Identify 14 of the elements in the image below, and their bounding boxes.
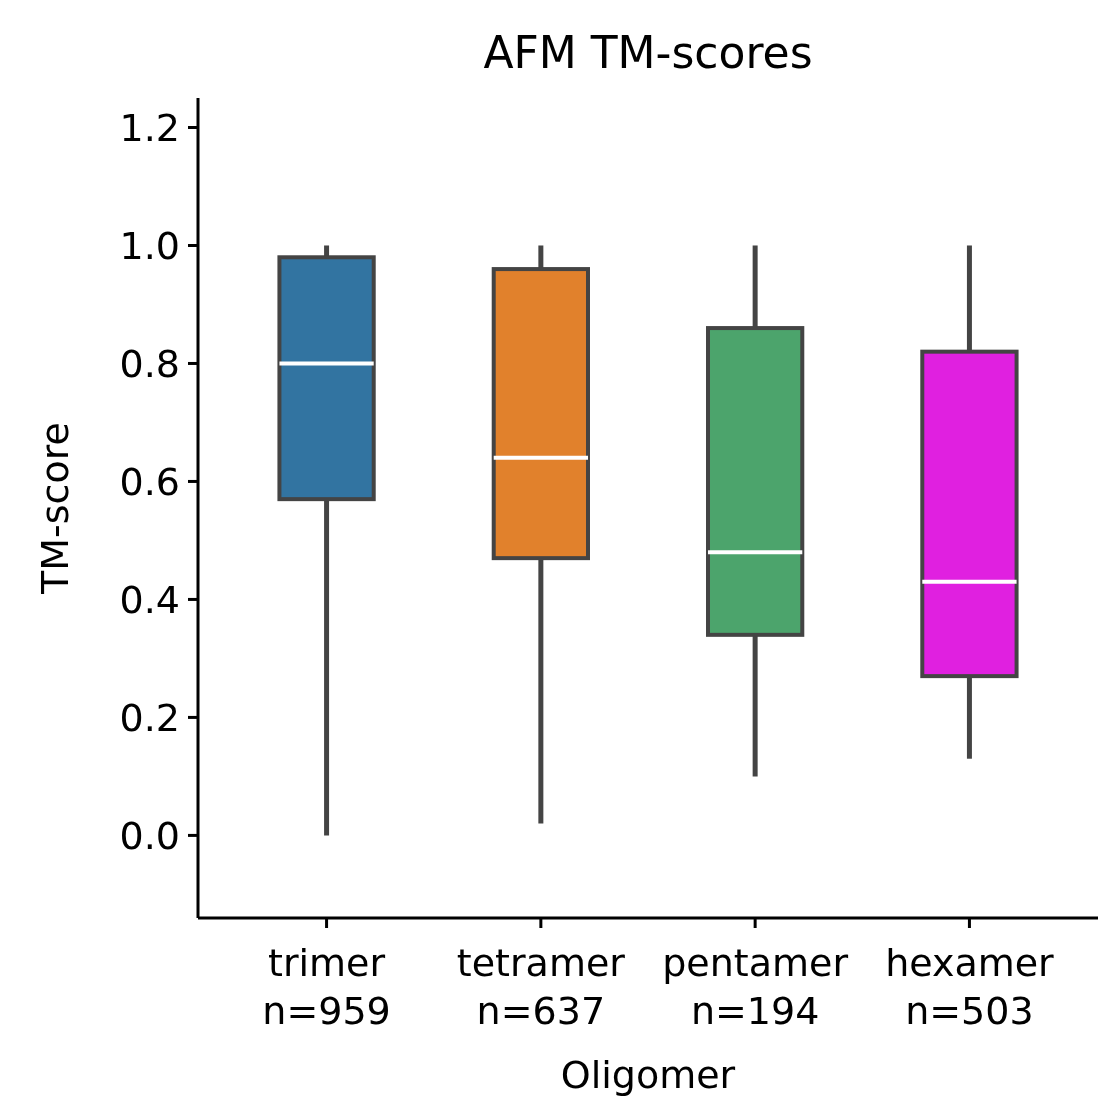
- y-tick-label: 1.0: [119, 223, 180, 268]
- y-tick-label: 0.6: [119, 459, 180, 504]
- y-tick-label: 0.0: [119, 813, 180, 858]
- x-axis-title: Oligomer: [560, 1053, 736, 1097]
- y-axis-title: TM-score: [33, 422, 77, 595]
- y-tick-label: 0.8: [119, 341, 180, 386]
- x-tick-label: pentamer n=194: [662, 941, 849, 1033]
- x-tick-label: hexamer n=503: [885, 941, 1055, 1033]
- x-tick-label: trimer n=959: [262, 941, 391, 1033]
- y-tick-label: 0.2: [119, 695, 180, 740]
- x-tick-label: tetramer n=637: [456, 941, 626, 1033]
- chart-title: AFM TM-scores: [483, 27, 813, 78]
- y-tick-label: 0.4: [119, 577, 180, 622]
- y-tick-label: 1.2: [119, 105, 180, 150]
